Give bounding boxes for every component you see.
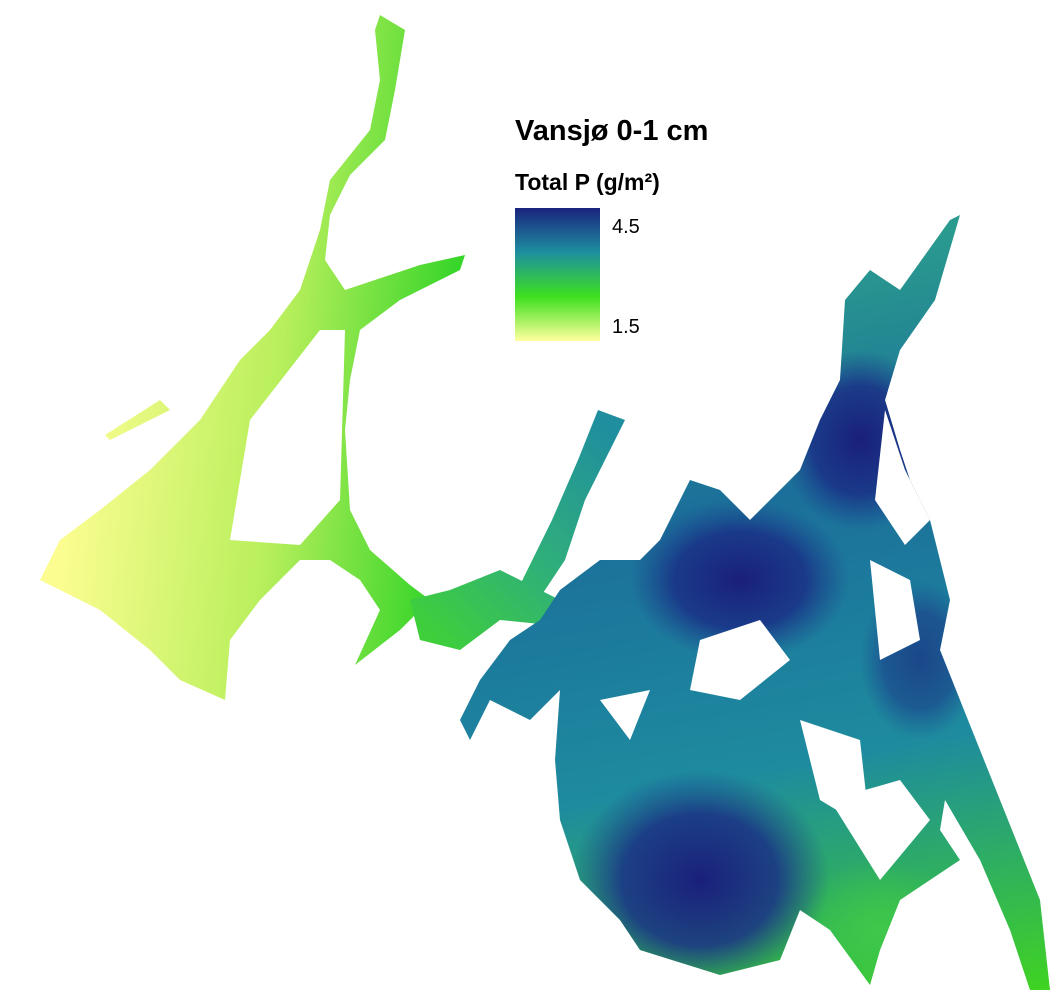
map-title: Vansjø 0-1 cm	[515, 115, 708, 147]
legend-tick-label: 1.5	[612, 316, 640, 338]
lake-middle	[410, 570, 560, 650]
lake-west	[40, 15, 465, 700]
legend-colorbar	[515, 208, 600, 341]
legend-title: Total P (g/m²)	[515, 169, 660, 195]
legend-tick-label: 4.5	[612, 216, 640, 238]
lake-north-arm	[520, 410, 625, 605]
islands	[600, 410, 930, 880]
